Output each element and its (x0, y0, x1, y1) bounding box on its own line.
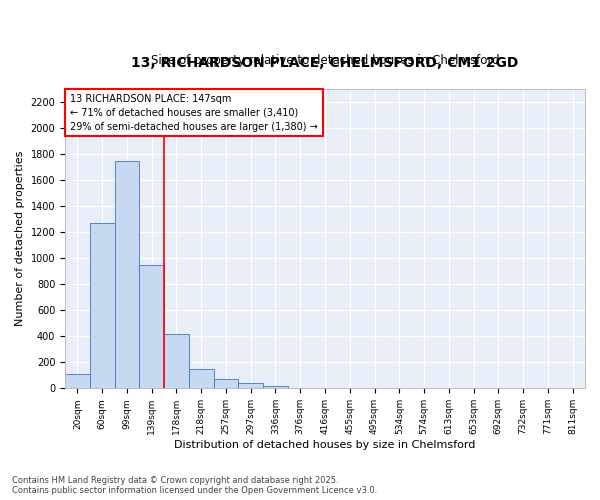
Bar (238, 384, 263, 388)
Bar (90, 223, 115, 388)
Text: 13, RICHARDSON PLACE, CHELMSFORD, CM1 2GD: 13, RICHARDSON PLACE, CHELMSFORD, CM1 2G… (131, 56, 519, 70)
X-axis label: Distribution of detached houses by size in Chelmsford: Distribution of detached houses by size … (175, 440, 476, 450)
Bar (139, 264, 164, 388)
Bar (65, 374, 90, 388)
Bar (115, 160, 139, 388)
Title: Size of property relative to detached houses in Chelmsford: Size of property relative to detached ho… (151, 54, 499, 67)
Bar (189, 370, 214, 388)
Text: 13 RICHARDSON PLACE: 147sqm
← 71% of detached houses are smaller (3,410)
29% of : 13 RICHARDSON PLACE: 147sqm ← 71% of det… (70, 94, 318, 132)
Bar (263, 386, 288, 388)
Text: Contains HM Land Registry data © Crown copyright and database right 2025.
Contai: Contains HM Land Registry data © Crown c… (12, 476, 377, 495)
Y-axis label: Number of detached properties: Number of detached properties (15, 151, 25, 326)
Bar (164, 334, 189, 388)
Bar (214, 378, 238, 388)
